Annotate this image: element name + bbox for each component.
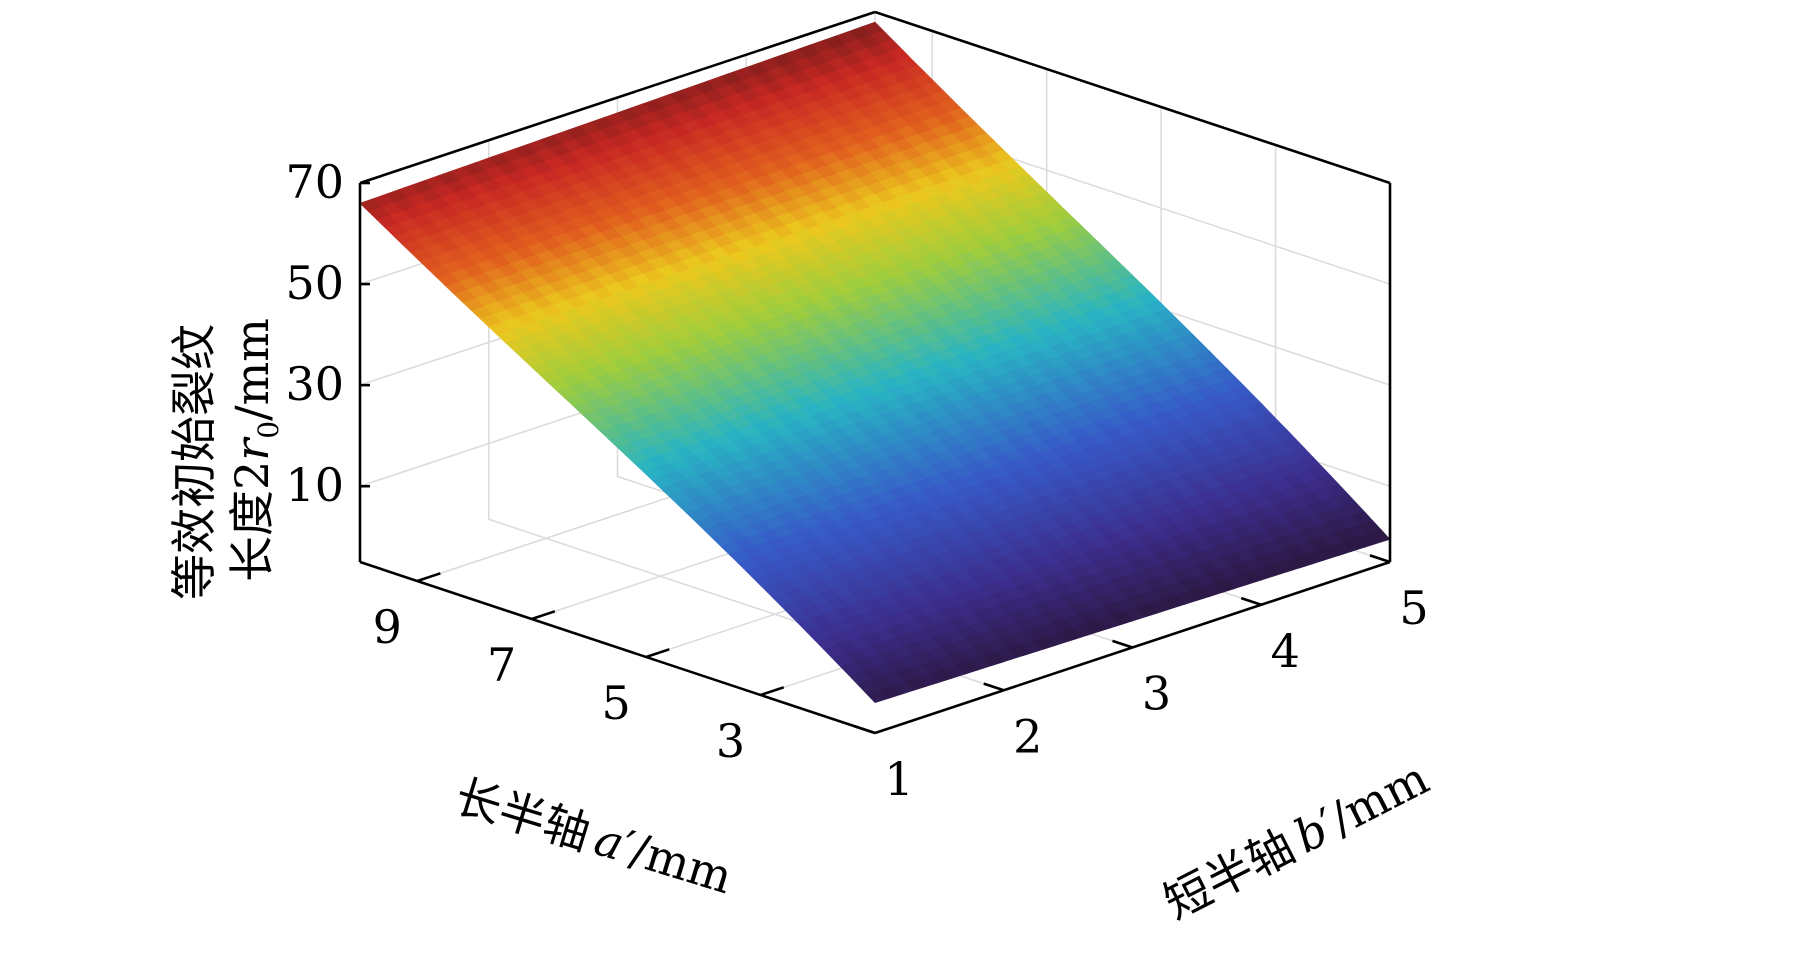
frame-edge bbox=[359, 560, 876, 735]
z-tick-label: 50 bbox=[285, 256, 344, 310]
a-tick bbox=[760, 686, 785, 697]
z-axis-title-line2: 长度2r0/mm bbox=[225, 318, 285, 582]
a-tick bbox=[416, 572, 441, 583]
surface-layer bbox=[359, 21, 1391, 704]
frame-edge bbox=[874, 10, 1391, 185]
b-tick bbox=[1112, 639, 1133, 649]
b-tick bbox=[1240, 596, 1262, 606]
b-tick-label: 1 bbox=[884, 752, 913, 806]
b-tick-label: 5 bbox=[1399, 581, 1428, 635]
z-tick-label: 10 bbox=[285, 458, 344, 512]
tick-layer: 10 30 50 70 3 5 7 9 1 2 3 4 5 bbox=[285, 155, 1428, 806]
a-tick-label: 7 bbox=[487, 638, 516, 692]
z-axis-title-line1: 等效初始裂纹 bbox=[167, 324, 221, 600]
b-tick-label: 2 bbox=[1013, 709, 1042, 763]
surface-patch bbox=[865, 689, 889, 704]
z-tick-label: 70 bbox=[285, 155, 344, 209]
frame-edge bbox=[359, 10, 876, 185]
a-tick bbox=[645, 648, 670, 659]
b-tick-label: 3 bbox=[1142, 667, 1171, 721]
a-tick-label: 3 bbox=[716, 714, 745, 768]
a-tick bbox=[531, 610, 556, 621]
x-axis-title: 长半轴a′/mm bbox=[449, 769, 739, 904]
z-tick-label: 30 bbox=[285, 357, 344, 411]
b-tick bbox=[983, 682, 1005, 692]
b-tick-label: 4 bbox=[1271, 624, 1300, 678]
y-axis-title: 短半轴b′/mm bbox=[1155, 751, 1437, 930]
b-tick bbox=[1369, 554, 1391, 564]
a-tick-label: 5 bbox=[601, 676, 630, 730]
b-tick bbox=[854, 725, 876, 735]
a-tick-label: 9 bbox=[373, 600, 402, 654]
